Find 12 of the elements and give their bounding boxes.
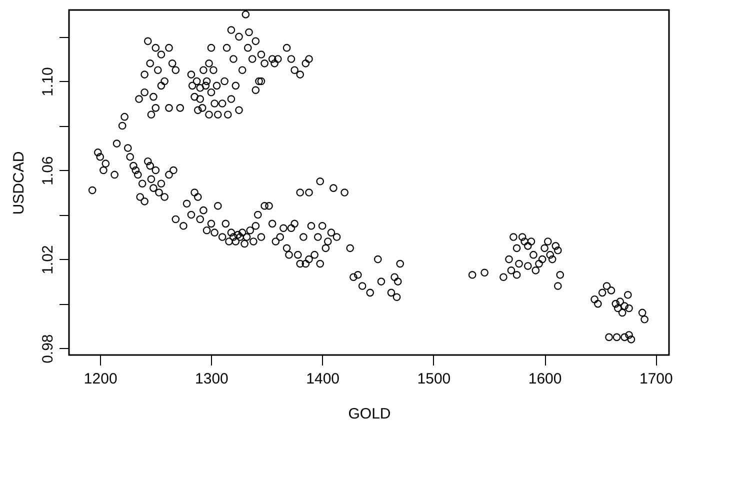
x-tick-label: 1600 (528, 370, 562, 388)
y-axis-title: USDCAD (10, 151, 28, 215)
x-tick-label: 1400 (306, 370, 340, 388)
x-tick-label: 1300 (195, 370, 228, 388)
y-tick-label: 1.06 (40, 156, 56, 186)
x-tick-label: 1700 (639, 370, 673, 388)
x-axis-title: GOLD (348, 406, 391, 422)
y-tick-label: 0.98 (40, 334, 56, 364)
x-tick-label: 1200 (84, 370, 118, 388)
y-tick-label: 1.10 (40, 67, 56, 96)
x-tick-label: 1500 (417, 370, 451, 388)
y-tick-label: 1.02 (40, 245, 56, 274)
